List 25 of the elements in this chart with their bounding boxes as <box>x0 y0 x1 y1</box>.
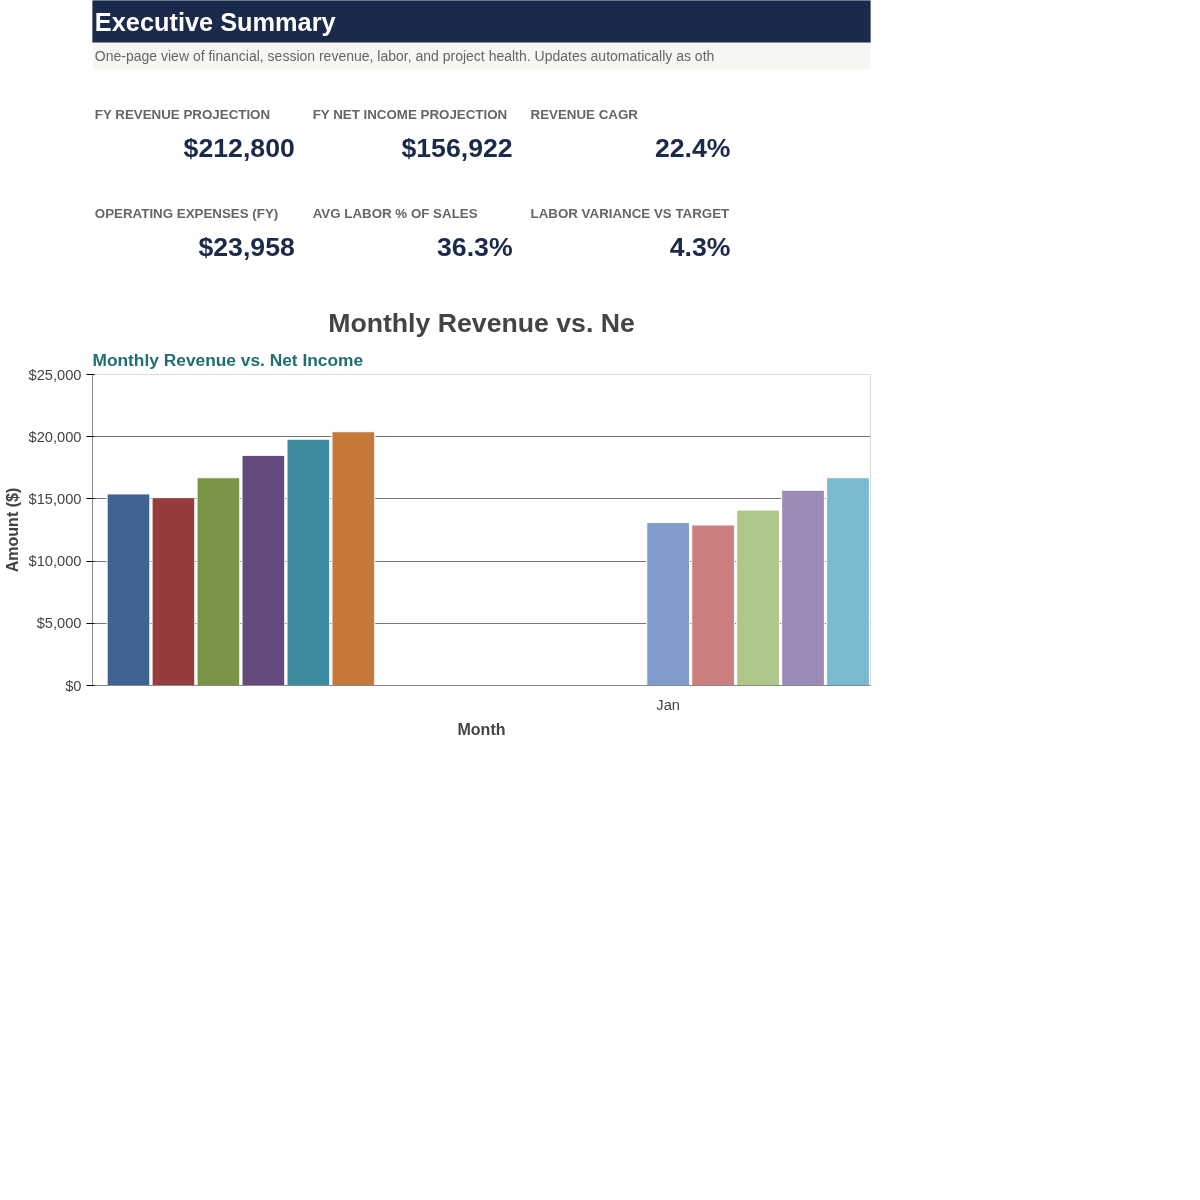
text: 36.3% <box>437 231 513 262</box>
text: Monthly Revenue vs. Net Income <box>92 349 364 370</box>
y-tick-label: $0 <box>65 677 82 694</box>
text: $156,922 <box>401 132 513 163</box>
y-tick-label: $25,000 <box>28 366 82 383</box>
text: FY NET INCOME PROJECTION <box>312 107 508 122</box>
chart-title: Monthly Revenue vs. Ne <box>328 307 635 338</box>
text: One-page view of financial, session revenue, labor, and project health. Updates automatically as oth <box>94 48 715 64</box>
text: 22.4% <box>654 132 731 163</box>
text: REVENUE CAGR <box>530 107 639 122</box>
text: $212,800 <box>183 132 295 163</box>
y-tick-label: $15,000 <box>28 490 82 507</box>
y-axis-title: Amount ($) <box>3 487 21 573</box>
y-tick-label: $10,000 <box>28 553 82 570</box>
text: 4.3% <box>669 231 731 262</box>
text: LABOR VARIANCE VS TARGET <box>530 206 730 221</box>
y-tick-label: $20,000 <box>28 428 82 445</box>
x-tick-label: Jan <box>656 696 680 713</box>
y-tick-label: $5,000 <box>36 615 82 632</box>
text: OPERATING EXPENSES (FY) <box>94 206 279 221</box>
x-axis-title: Month <box>457 720 506 738</box>
text: FY REVENUE PROJECTION <box>94 107 271 122</box>
text: AVG LABOR % OF SALES <box>312 206 478 221</box>
text: $23,958 <box>198 231 295 262</box>
text: Executive Summary <box>94 7 336 36</box>
